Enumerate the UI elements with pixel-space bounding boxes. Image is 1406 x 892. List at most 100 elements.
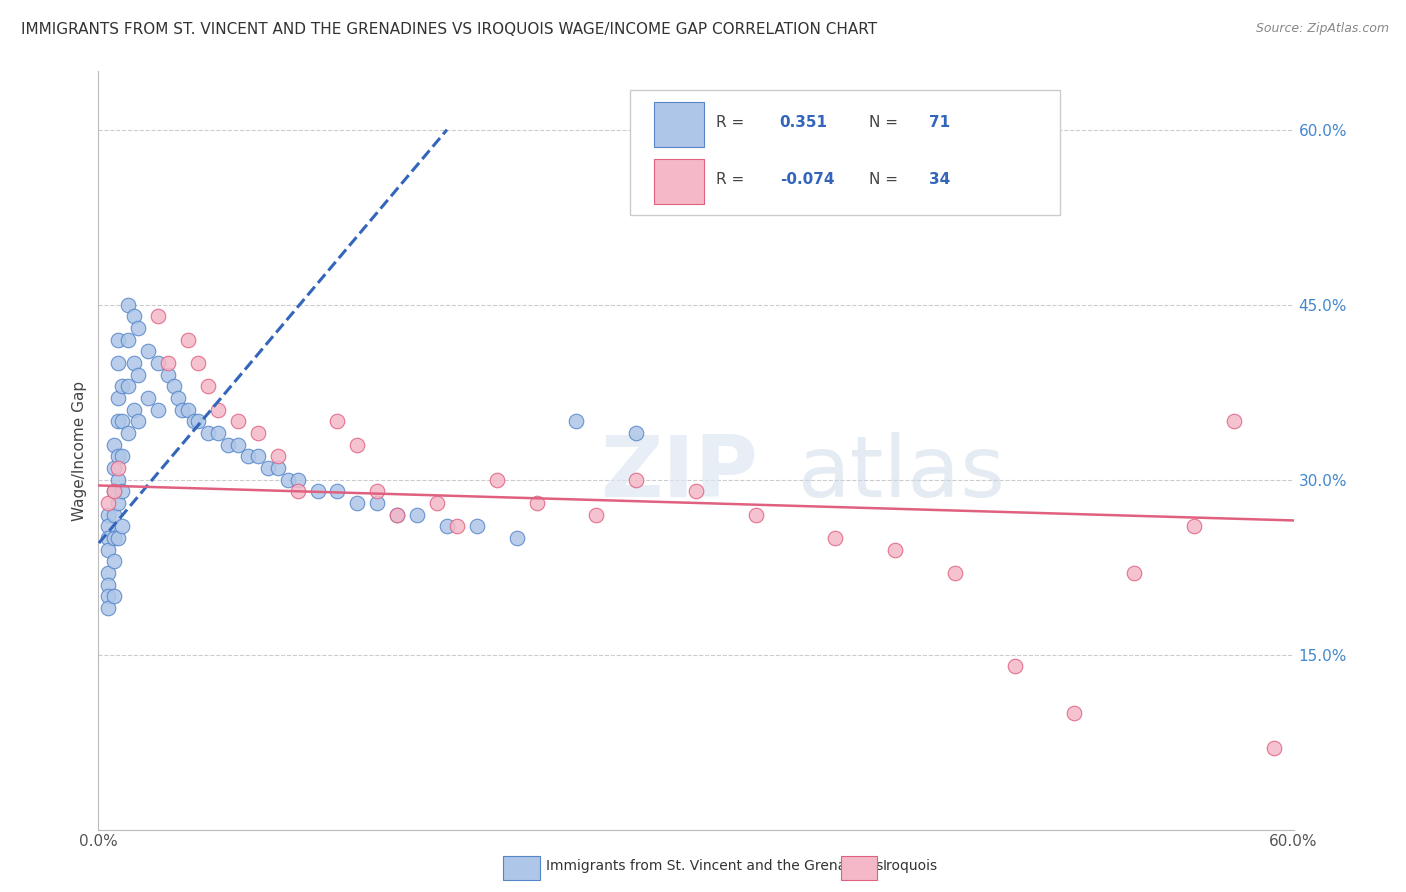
Point — [136, 344, 159, 359]
Point — [107, 496, 129, 510]
Point — [111, 450, 134, 464]
Point — [267, 450, 290, 464]
Point — [585, 508, 607, 522]
Point — [1182, 519, 1205, 533]
Point — [226, 414, 249, 428]
Text: ZIP: ZIP — [600, 432, 758, 515]
Text: 0.351: 0.351 — [780, 115, 828, 130]
Point — [685, 484, 707, 499]
FancyBboxPatch shape — [630, 90, 1060, 216]
Text: Source: ZipAtlas.com: Source: ZipAtlas.com — [1256, 22, 1389, 36]
Point — [117, 298, 139, 312]
Point — [884, 542, 907, 557]
Point — [197, 379, 219, 393]
Point — [157, 368, 180, 382]
Text: IMMIGRANTS FROM ST. VINCENT AND THE GRENADINES VS IROQUOIS WAGE/INCOME GAP CORRE: IMMIGRANTS FROM ST. VINCENT AND THE GREN… — [21, 22, 877, 37]
Point — [103, 461, 125, 475]
Text: R =: R = — [716, 172, 745, 187]
Point — [124, 356, 146, 370]
Point — [107, 391, 129, 405]
Point — [246, 425, 269, 440]
Point — [385, 508, 409, 522]
Point — [107, 414, 129, 428]
Point — [1223, 414, 1246, 428]
Point — [183, 414, 205, 428]
Point — [103, 484, 125, 499]
FancyBboxPatch shape — [654, 103, 704, 147]
Text: -0.074: -0.074 — [780, 172, 834, 187]
Point — [187, 356, 209, 370]
Point — [565, 414, 588, 428]
Point — [207, 402, 229, 417]
Point — [346, 437, 368, 451]
Point — [111, 519, 134, 533]
Point — [626, 473, 648, 487]
Point — [117, 333, 139, 347]
Y-axis label: Wage/Income Gap: Wage/Income Gap — [72, 380, 87, 521]
Point — [197, 425, 219, 440]
Point — [136, 391, 159, 405]
Point — [97, 508, 120, 522]
Point — [485, 473, 508, 487]
Point — [287, 473, 309, 487]
Text: Immigrants from St. Vincent and the Grenadines: Immigrants from St. Vincent and the Gren… — [546, 859, 883, 873]
Text: N =: N = — [869, 115, 898, 130]
Point — [97, 589, 120, 603]
Point — [526, 496, 548, 510]
Point — [307, 484, 329, 499]
Point — [124, 310, 146, 324]
Point — [465, 519, 488, 533]
Point — [103, 589, 125, 603]
Point — [236, 450, 259, 464]
Point — [103, 437, 125, 451]
Point — [103, 554, 125, 568]
Point — [148, 310, 170, 324]
Point — [127, 414, 149, 428]
Point — [824, 531, 846, 545]
Point — [127, 368, 149, 382]
Text: atlas: atlas — [797, 432, 1005, 515]
Point — [117, 425, 139, 440]
Point — [103, 484, 125, 499]
Point — [103, 531, 125, 545]
Point — [107, 356, 129, 370]
Point — [97, 542, 120, 557]
Point — [157, 356, 180, 370]
Point — [506, 531, 529, 545]
Point — [426, 496, 449, 510]
Point — [745, 508, 768, 522]
Point — [97, 496, 120, 510]
Point — [436, 519, 458, 533]
Point — [97, 601, 120, 615]
Point — [626, 425, 648, 440]
Point — [177, 333, 200, 347]
FancyBboxPatch shape — [654, 160, 704, 204]
Point — [107, 531, 129, 545]
Point — [111, 414, 134, 428]
Point — [97, 531, 120, 545]
Point — [326, 414, 349, 428]
Point — [167, 391, 190, 405]
Point — [187, 414, 209, 428]
Point — [97, 566, 120, 580]
Text: N =: N = — [869, 172, 898, 187]
Point — [97, 519, 120, 533]
Point — [97, 577, 120, 591]
Point — [406, 508, 429, 522]
Point — [111, 484, 134, 499]
Point — [1004, 659, 1026, 673]
Point — [163, 379, 186, 393]
Text: 34: 34 — [929, 172, 950, 187]
Point — [148, 356, 170, 370]
Point — [1263, 740, 1285, 755]
Point — [107, 461, 129, 475]
Point — [117, 379, 139, 393]
Point — [256, 461, 278, 475]
Point — [943, 566, 966, 580]
Point — [177, 402, 200, 417]
Point — [217, 437, 239, 451]
Point — [207, 425, 229, 440]
Text: R =: R = — [716, 115, 745, 130]
Point — [107, 333, 129, 347]
Point — [366, 484, 388, 499]
